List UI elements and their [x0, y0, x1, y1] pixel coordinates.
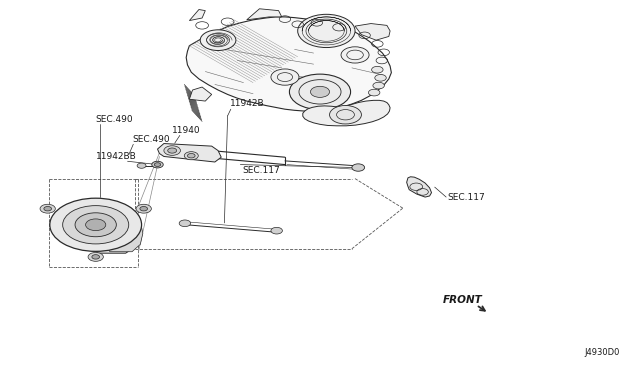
- Text: 11942BB: 11942BB: [96, 152, 136, 161]
- Circle shape: [75, 213, 116, 237]
- Circle shape: [136, 204, 151, 213]
- Circle shape: [310, 86, 330, 97]
- Text: SEC.490: SEC.490: [132, 135, 170, 144]
- Text: 11942B: 11942B: [230, 99, 264, 109]
- Text: SEC.117: SEC.117: [243, 166, 280, 175]
- Circle shape: [168, 148, 177, 153]
- Circle shape: [40, 204, 55, 213]
- Circle shape: [154, 163, 161, 166]
- Polygon shape: [157, 144, 221, 162]
- Circle shape: [375, 74, 387, 81]
- Polygon shape: [406, 177, 431, 197]
- Circle shape: [271, 69, 299, 85]
- Circle shape: [341, 47, 369, 63]
- Circle shape: [140, 206, 148, 211]
- Circle shape: [88, 253, 103, 261]
- Circle shape: [188, 154, 195, 158]
- Polygon shape: [108, 208, 143, 252]
- Text: FRONT: FRONT: [443, 295, 483, 305]
- Polygon shape: [96, 206, 138, 253]
- Circle shape: [373, 82, 385, 89]
- Circle shape: [63, 206, 129, 244]
- Polygon shape: [186, 17, 392, 111]
- Circle shape: [200, 30, 236, 51]
- Circle shape: [184, 152, 198, 160]
- Circle shape: [372, 66, 383, 73]
- Circle shape: [179, 220, 191, 227]
- Circle shape: [271, 227, 282, 234]
- Polygon shape: [246, 9, 282, 20]
- Circle shape: [86, 219, 106, 231]
- Text: SEC.117: SEC.117: [447, 193, 485, 202]
- Text: SEC.490: SEC.490: [96, 115, 133, 124]
- Text: J4930D0: J4930D0: [584, 347, 620, 357]
- Polygon shape: [355, 23, 390, 40]
- Polygon shape: [189, 87, 212, 101]
- Text: 11940: 11940: [172, 126, 201, 135]
- Circle shape: [330, 106, 362, 124]
- Circle shape: [44, 206, 51, 211]
- Circle shape: [164, 146, 180, 155]
- Circle shape: [137, 163, 146, 168]
- Circle shape: [50, 198, 141, 251]
- Polygon shape: [303, 100, 390, 126]
- Circle shape: [352, 164, 365, 171]
- Circle shape: [369, 89, 380, 96]
- Circle shape: [92, 255, 100, 259]
- Polygon shape: [189, 10, 205, 20]
- Circle shape: [298, 14, 355, 48]
- Circle shape: [289, 74, 351, 110]
- Circle shape: [152, 161, 163, 168]
